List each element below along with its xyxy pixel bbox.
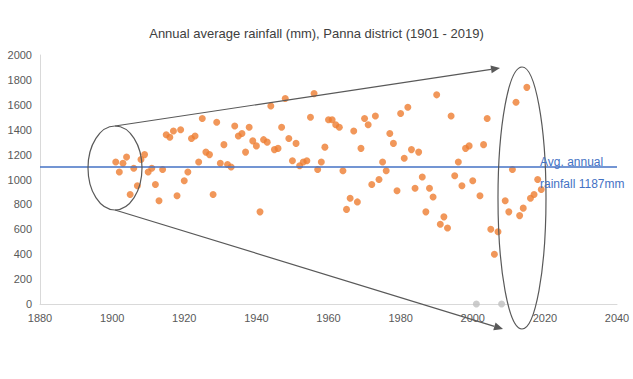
svg-text:1000: 1000 (8, 174, 32, 186)
svg-text:1200: 1200 (8, 149, 32, 161)
svg-text:rainfall 1187mm: rainfall 1187mm (540, 177, 624, 191)
svg-text:Avg. annual: Avg. annual (540, 155, 607, 169)
svg-text:1920: 1920 (172, 312, 196, 324)
svg-text:1940: 1940 (244, 312, 268, 324)
svg-text:1800: 1800 (8, 74, 32, 86)
svg-text:2020: 2020 (533, 312, 557, 324)
svg-text:200: 200 (14, 273, 32, 285)
svg-text:Annual average rainfall (mm),: Annual average rainfall (mm), Panna dist… (149, 26, 484, 41)
svg-text:800: 800 (14, 198, 32, 210)
svg-text:1900: 1900 (100, 312, 124, 324)
svg-text:1960: 1960 (316, 312, 340, 324)
svg-text:2040: 2040 (605, 312, 629, 324)
svg-text:600: 600 (14, 223, 32, 235)
svg-text:1980: 1980 (388, 312, 412, 324)
svg-text:400: 400 (14, 248, 32, 260)
svg-text:1400: 1400 (8, 124, 32, 136)
svg-text:2000: 2000 (8, 49, 32, 61)
svg-text:1600: 1600 (8, 99, 32, 111)
svg-text:0: 0 (26, 298, 32, 310)
svg-text:1880: 1880 (28, 312, 52, 324)
svg-text:2000: 2000 (460, 311, 485, 324)
